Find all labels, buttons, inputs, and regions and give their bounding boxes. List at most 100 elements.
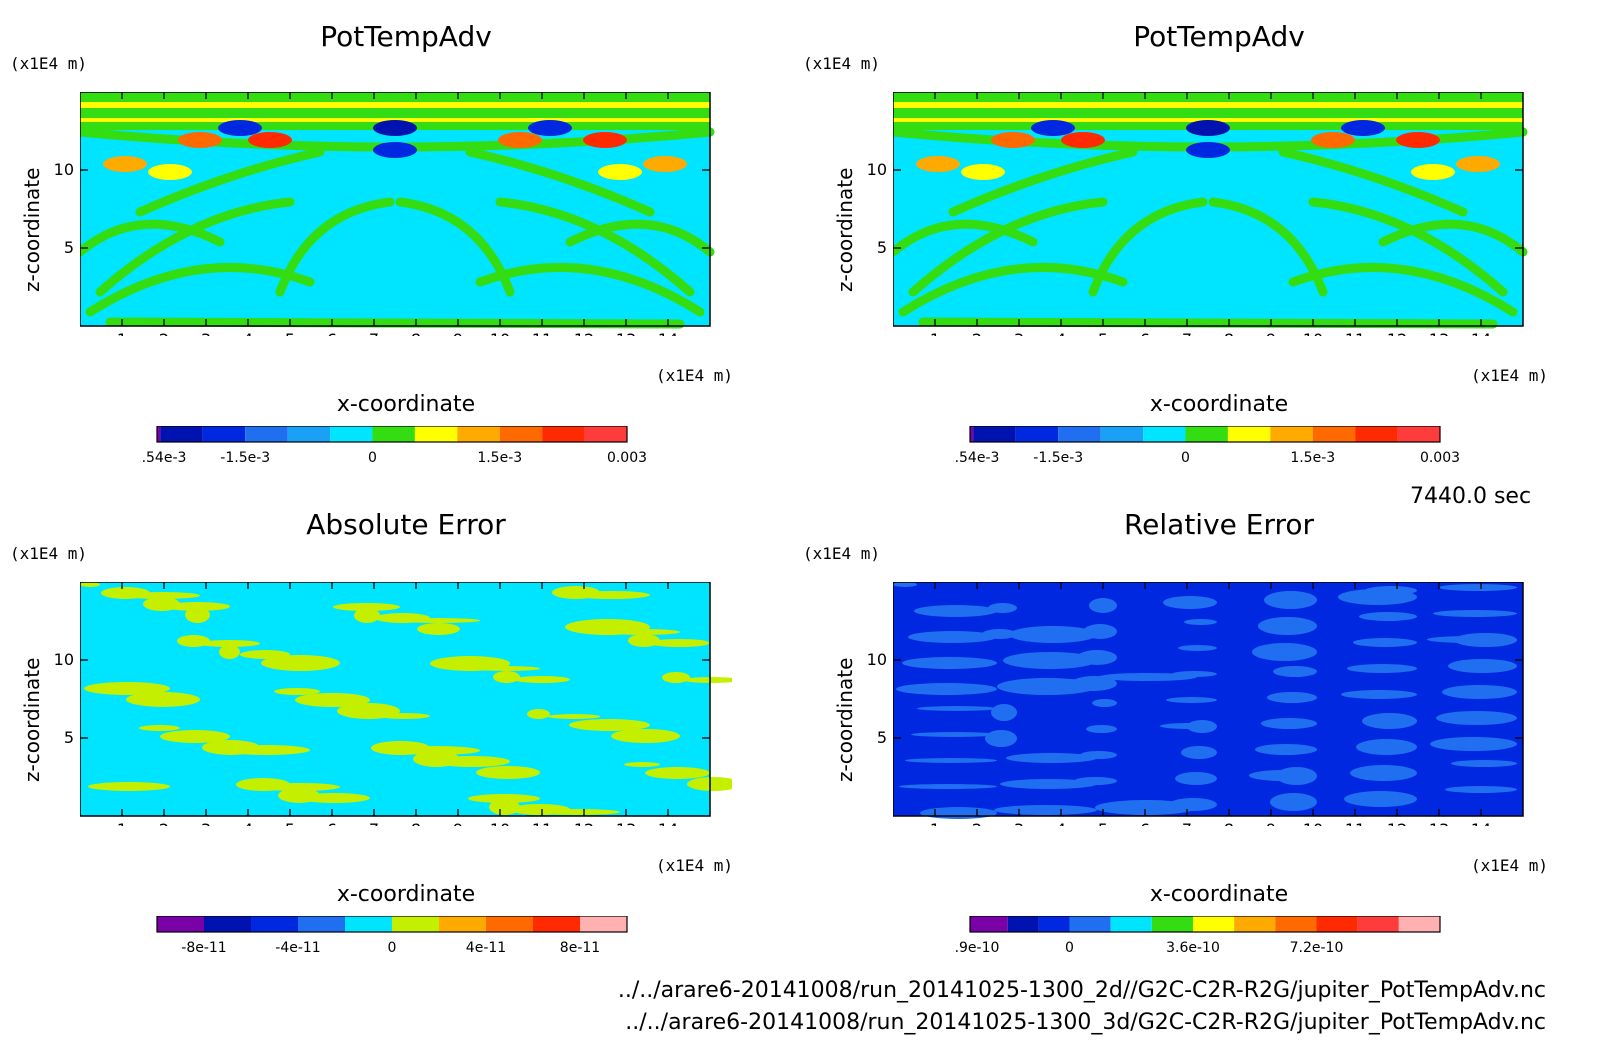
colorbar-swatch	[1151, 916, 1193, 932]
x-tick-label: 13	[1429, 820, 1449, 826]
y-tick-label: 10	[866, 160, 887, 179]
colorbar-swatch	[157, 916, 204, 932]
colorbar-swatch	[584, 426, 627, 442]
plot-frame	[80, 582, 711, 817]
colorbar-tick-label: -8e-11	[181, 940, 226, 956]
x-tick-label: 1	[117, 820, 127, 826]
x-tick-label: 1	[117, 330, 127, 336]
x-tick-label: 1	[930, 330, 940, 336]
field-fill	[80, 92, 715, 329]
x-tick-label: 3	[1014, 330, 1024, 336]
x-tick-label: 11	[532, 820, 552, 826]
colorbar-tick-label: 4e-11	[466, 940, 506, 956]
colorbar-frame	[969, 916, 1441, 933]
x-tick-label: 5	[1098, 330, 1108, 336]
x-tick-label: 11	[1345, 820, 1365, 826]
x-tick-label: 6	[327, 820, 337, 826]
x-tick-label: 4	[1056, 330, 1066, 336]
time-label: 7440.0 sec	[1410, 484, 1532, 509]
x-tick-label: 12	[1387, 330, 1407, 336]
colorbar-swatch	[1038, 916, 1070, 932]
x-tick-label: 4	[243, 330, 253, 336]
colorbar-swatch	[1312, 426, 1356, 442]
colorbar-frame	[969, 426, 1441, 443]
plot-frame	[80, 92, 711, 327]
x-tick-label: 9	[453, 820, 463, 826]
x-tick-label: 1	[930, 820, 940, 826]
x-tick-label: 3	[1014, 820, 1024, 826]
y-axis-label: z-coordinate	[833, 167, 857, 292]
colorbar-swatch	[372, 426, 415, 442]
x-tick-label: 12	[574, 820, 594, 826]
colorbar-tick-label: 0	[1065, 940, 1074, 956]
plot-frame	[893, 92, 1524, 327]
x-tick-label: 2	[972, 820, 982, 826]
file-path-3d: ../../arare6-20141008/run_20141025-1300_…	[625, 1010, 1546, 1035]
x-axis-label: x-coordinate	[1149, 882, 1289, 907]
chart-title: Absolute Error	[306, 508, 506, 541]
x-tick-label: 10	[490, 330, 510, 336]
colorbar: -8e-11 -4e-11 0 4e-11 8e-11	[156, 916, 628, 956]
colorbar-tick-label: -2.54e-3	[953, 450, 999, 466]
y-tick-label: 10	[53, 650, 74, 669]
x-tick-label: 5	[285, 330, 295, 336]
colorbar-swatch	[245, 426, 288, 442]
colorbar-swatch	[970, 426, 974, 442]
colorbar-swatch	[1110, 916, 1152, 932]
colorbar-swatch	[157, 426, 161, 442]
colorbar-frame	[156, 916, 628, 933]
x-tick-label: 7	[369, 820, 379, 826]
colorbar-tick-label: 0.003	[607, 450, 647, 466]
colorbar-tick-label: 8e-11	[560, 940, 600, 956]
x-tick-label: 5	[285, 820, 295, 826]
x-tick-label: 4	[243, 820, 253, 826]
colorbar-swatch	[1100, 426, 1144, 442]
y-axis-label: z-coordinate	[20, 167, 44, 292]
x-tick-label: 11	[1345, 330, 1365, 336]
x-tick-label: 4	[1056, 820, 1066, 826]
colorbar-swatch	[1192, 916, 1235, 932]
x-tick-label: 7	[369, 330, 379, 336]
x-tick-label: 12	[574, 330, 594, 336]
x-tick-label: 10	[1303, 820, 1323, 826]
y-tick-label: 5	[876, 728, 887, 747]
colorbar-swatch	[1058, 426, 1101, 442]
colorbar-swatch	[204, 916, 251, 932]
colorbar-tick-label: 3.6e-10	[1166, 940, 1220, 956]
x-unit-label: (x1E4 m)	[656, 856, 734, 875]
colorbar-swatch	[392, 916, 439, 932]
colorbar-swatch	[457, 426, 500, 442]
x-axis-label: x-coordinate	[1149, 392, 1289, 417]
colorbar-swatch	[1316, 916, 1358, 932]
plot-area: 1234567891011121314	[80, 92, 715, 336]
colorbar-swatch	[160, 426, 203, 442]
colorbar-swatch	[287, 426, 331, 442]
colorbar-swatch	[439, 916, 486, 932]
colorbar-frame	[156, 426, 628, 443]
colorbar-swatch	[298, 916, 345, 932]
colorbar-swatch	[1275, 916, 1317, 932]
colorbar-tick-label: -2.9e-10	[953, 940, 999, 956]
colorbar-swatch	[970, 916, 1008, 932]
x-tick-label: 8	[411, 820, 421, 826]
chart-title: Relative Error	[1123, 508, 1315, 541]
y-unit-label: (x1E4 m)	[803, 54, 881, 73]
x-tick-label: 11	[532, 330, 552, 336]
colorbar-swatch	[251, 916, 298, 932]
colorbar-swatch	[499, 426, 543, 442]
field-fill	[893, 582, 1523, 819]
x-tick-label: 9	[453, 330, 463, 336]
x-tick-label: 8	[1224, 330, 1234, 336]
x-tick-label: 2	[972, 330, 982, 336]
y-axis-label: z-coordinate	[20, 657, 44, 782]
colorbar-swatch	[1007, 916, 1039, 932]
x-tick-label: 10	[490, 820, 510, 826]
x-tick-label: 9	[1266, 820, 1276, 826]
x-tick-label: 3	[201, 330, 211, 336]
x-unit-label: (x1E4 m)	[656, 366, 734, 385]
colorbar-tick-label: 1.5e-3	[477, 450, 522, 466]
colorbar-tick-label: 0	[368, 450, 377, 466]
y-tick-label: 5	[876, 238, 887, 257]
x-tick-label: 7	[1182, 330, 1192, 336]
y-unit-label: (x1E4 m)	[10, 54, 88, 73]
